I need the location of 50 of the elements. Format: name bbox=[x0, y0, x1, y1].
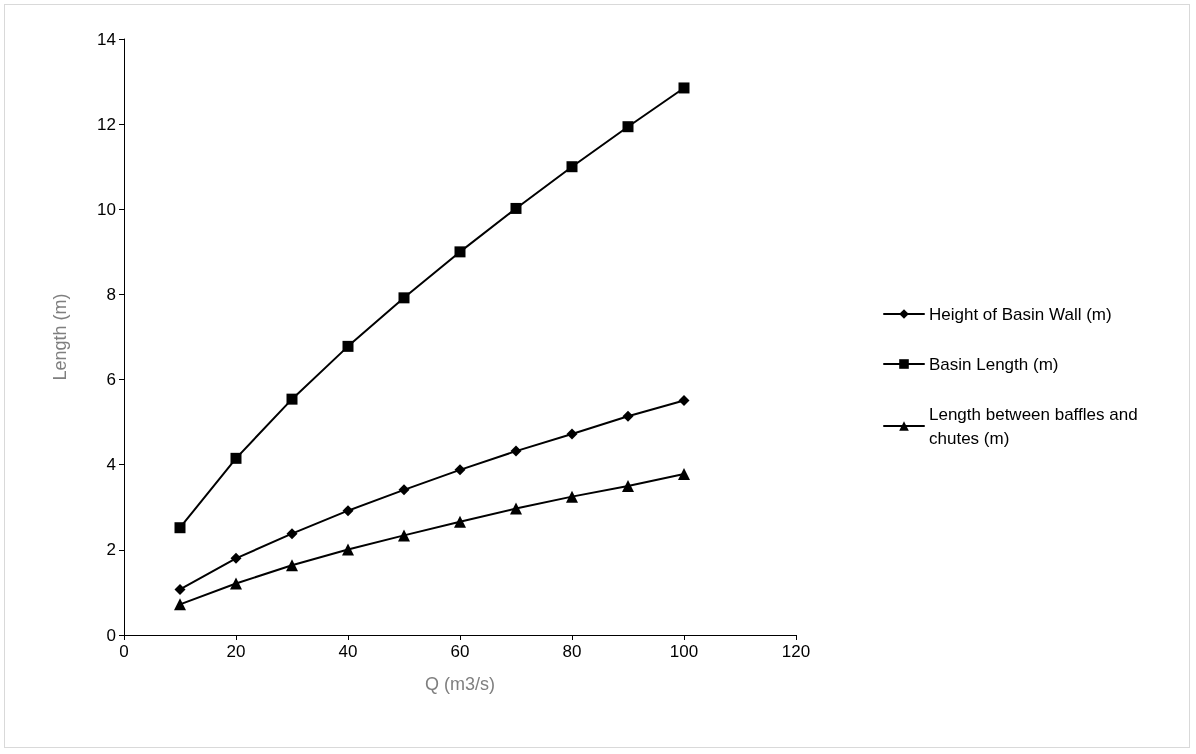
y-axis-title: Length (m) bbox=[50, 293, 70, 381]
point bbox=[398, 484, 410, 496]
y-tick-label: 14 bbox=[97, 29, 116, 49]
x-tick-label: 100 bbox=[669, 642, 699, 661]
point bbox=[622, 121, 634, 133]
legend-label: Length between baffles and chutes (m) bbox=[929, 404, 1143, 448]
point bbox=[398, 292, 410, 304]
point bbox=[454, 515, 466, 528]
point bbox=[510, 445, 522, 457]
y-tick-label: 6 bbox=[106, 370, 116, 390]
point bbox=[398, 529, 410, 542]
x-axis-title: Q (m3/s) bbox=[425, 674, 495, 694]
legend-label: Height of Basin Wall (m) bbox=[929, 304, 1112, 324]
point bbox=[622, 480, 634, 492]
point bbox=[342, 505, 354, 517]
y-tick-label: 4 bbox=[106, 455, 116, 475]
point bbox=[342, 340, 354, 352]
legend-label: Basin Length (m) bbox=[929, 354, 1059, 374]
point bbox=[510, 502, 522, 515]
point bbox=[230, 577, 242, 590]
point bbox=[286, 559, 298, 572]
point bbox=[174, 598, 186, 611]
x-tick-label: 20 bbox=[226, 642, 246, 661]
point bbox=[622, 410, 634, 422]
x-tick-label: 0 bbox=[119, 642, 129, 661]
point bbox=[678, 468, 690, 481]
point bbox=[510, 202, 522, 214]
point bbox=[566, 161, 578, 173]
x-tick-label: 80 bbox=[562, 642, 582, 661]
point bbox=[678, 82, 690, 94]
point bbox=[566, 428, 578, 440]
y-tick-label: 8 bbox=[106, 284, 116, 304]
y-tick-label: 2 bbox=[106, 540, 116, 560]
x-tick-label: 40 bbox=[338, 642, 358, 661]
y-tick-label: 0 bbox=[106, 625, 116, 645]
point bbox=[454, 246, 466, 258]
point bbox=[174, 583, 186, 595]
point bbox=[230, 552, 242, 564]
point bbox=[454, 464, 466, 476]
x-tick-label: 60 bbox=[450, 642, 470, 661]
y-tick-label: 12 bbox=[97, 114, 116, 134]
x-tick-label: 120 bbox=[781, 642, 811, 661]
point bbox=[286, 528, 298, 540]
point bbox=[230, 452, 242, 464]
point bbox=[566, 490, 578, 503]
point bbox=[342, 543, 354, 556]
point bbox=[286, 393, 298, 405]
point bbox=[174, 522, 186, 534]
point bbox=[678, 394, 690, 406]
y-tick-label: 10 bbox=[97, 199, 116, 219]
